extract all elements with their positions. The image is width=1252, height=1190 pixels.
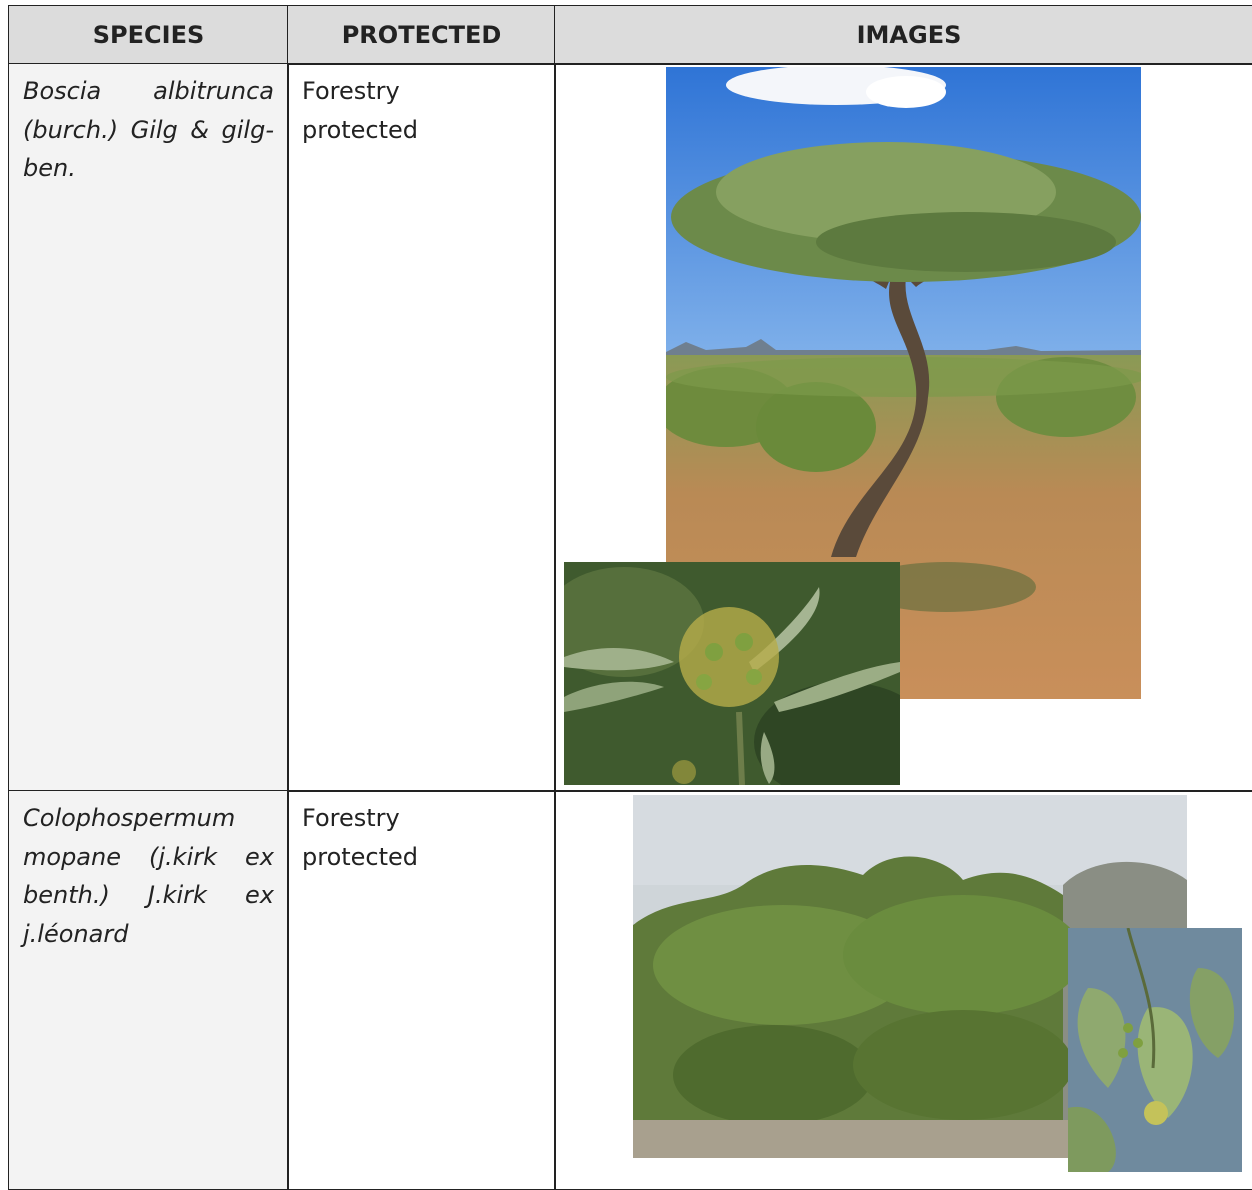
header-cell: IMAGES — [554, 5, 1252, 65]
tree-photo — [666, 67, 1141, 699]
header-cell: SPECIES — [8, 5, 289, 65]
header-cell: PROTECTED — [287, 5, 556, 65]
protected-cell: Forestry protected — [287, 63, 556, 792]
images-cell — [554, 63, 1252, 792]
protected-text: Forestry protected — [302, 77, 419, 144]
protected-cell: Forestry protected — [287, 790, 556, 1190]
leaf-photo — [1068, 928, 1242, 1172]
header-text: PROTECTED — [341, 21, 502, 49]
species-cell: Boscia albitrunca (burch.) Gilg & gilg-b… — [8, 63, 289, 792]
species-cell: Colophospermum mopane (j.kirk ex benth.)… — [8, 790, 289, 1190]
header-text: SPECIES — [92, 21, 205, 49]
flower-photo — [564, 562, 900, 785]
protected-text: Forestry protected — [302, 804, 419, 871]
header-text: IMAGES — [856, 21, 962, 49]
species-text: Colophospermum mopane (j.kirk ex benth.)… — [23, 804, 274, 948]
species-text: Boscia albitrunca (burch.) Gilg & gilg-b… — [23, 77, 274, 182]
